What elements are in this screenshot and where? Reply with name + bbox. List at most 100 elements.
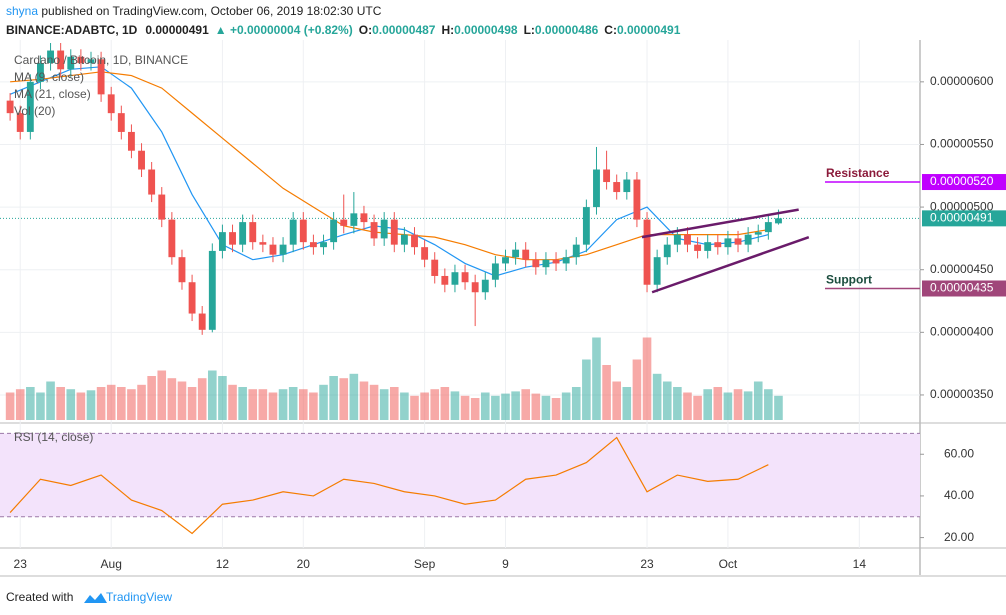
volume-bar	[703, 389, 712, 420]
price-tag-label: 0.00000520	[930, 174, 994, 188]
candle-body	[663, 244, 671, 258]
candle-body	[451, 272, 459, 285]
price-tag-label: 0.00000435	[930, 281, 994, 295]
candle-body	[461, 272, 469, 283]
candle-body	[269, 244, 277, 255]
volume-bar	[612, 381, 621, 420]
candle-body	[229, 232, 236, 245]
volume-bar	[723, 392, 733, 420]
volume-bar	[501, 393, 510, 420]
volume-bar	[117, 387, 126, 420]
ohlc-label: O:	[359, 23, 372, 37]
y-tick-label: 0.00000550	[930, 137, 994, 151]
price-tag	[922, 210, 1006, 227]
candle-body	[6, 100, 14, 114]
level-label: Support	[826, 273, 872, 287]
volume-bar	[268, 392, 278, 420]
y-tick-label: 0.00000350	[930, 387, 994, 401]
ohlc-label: H:	[441, 23, 454, 37]
candle-body	[572, 244, 580, 258]
candle-body	[512, 249, 520, 258]
volume-bar	[319, 384, 328, 420]
volume-bar	[774, 395, 783, 420]
logo	[84, 593, 107, 603]
volume-bar	[673, 387, 682, 420]
volume-bar	[56, 387, 65, 420]
candle-body	[107, 94, 115, 114]
rsi-line	[9, 436, 769, 535]
volume-bar	[137, 384, 146, 420]
volume-bar	[693, 395, 702, 420]
change: ▲ +0.00000004 (+0.82%)	[215, 23, 353, 37]
volume-bar	[551, 398, 561, 420]
legend-entry: Vol (20)	[14, 104, 55, 118]
volume-bar	[208, 370, 217, 420]
volume-bar	[460, 395, 470, 420]
volume-bar	[592, 337, 601, 420]
volume-bar	[218, 376, 227, 420]
volume-bar	[753, 381, 763, 420]
candle-body	[704, 242, 712, 251]
candle-body	[522, 249, 530, 260]
volume-bar	[127, 389, 136, 420]
volume-bar	[622, 387, 632, 420]
candle-body	[714, 242, 722, 248]
symbol-line: BINANCE:ADABTC, 1D 0.00000491 ▲ +0.0000000…	[6, 23, 681, 37]
candle-body	[350, 213, 358, 226]
volume-bar	[76, 392, 86, 420]
candle-body	[684, 234, 691, 245]
candle-body	[370, 222, 378, 239]
rsi-tick-label: 40.00	[944, 488, 974, 502]
volume-bar	[339, 378, 349, 420]
volume-bar	[420, 392, 429, 420]
volume-bar	[106, 384, 116, 420]
volume-bar	[197, 378, 207, 420]
volume-bar	[147, 376, 156, 420]
candle-body	[643, 219, 651, 285]
candle-body	[694, 244, 702, 251]
volume-bar	[309, 392, 318, 420]
candle-body	[734, 238, 742, 245]
level-label: Resistance	[826, 166, 890, 180]
footer-brand: TradingView	[106, 590, 172, 604]
volume-bar	[46, 381, 55, 420]
y-tick-label: 0.00000500	[930, 199, 994, 213]
y-tick-label: 0.00000400	[930, 324, 994, 338]
volume-bar	[450, 391, 460, 420]
legend-entry: MA (9, close)	[14, 70, 84, 84]
volume-bar	[440, 387, 450, 420]
candle-body	[37, 63, 44, 82]
x-tick-label: 9	[502, 557, 509, 571]
candle-body	[653, 257, 661, 285]
candle-body	[593, 169, 600, 208]
candle-body	[744, 234, 752, 245]
published-line: shyna published on TradingView.com, Octo…	[6, 4, 382, 18]
volume-bar	[602, 365, 611, 420]
candle-body	[673, 234, 681, 245]
candle-body	[158, 194, 166, 220]
chart-title: Cardano / Bitcoin, 1D, BINANCE	[14, 53, 188, 67]
price-tag	[922, 174, 1006, 191]
volume-bar	[582, 359, 591, 420]
volume-bar	[379, 389, 389, 420]
volume-bar	[561, 392, 571, 420]
candle-body	[400, 234, 408, 245]
ohlc-value: 0.00000487	[372, 23, 436, 37]
volume-bar	[571, 387, 581, 420]
candle-body	[775, 218, 782, 224]
candle-body	[754, 232, 762, 235]
volume-bar	[480, 392, 490, 420]
candle-body	[502, 257, 509, 264]
candle-body	[552, 259, 560, 264]
volume-bar	[228, 384, 237, 420]
volume-bar	[733, 389, 743, 420]
candle-body	[77, 56, 85, 64]
author: shyna	[6, 4, 38, 18]
volume-bar	[157, 370, 167, 420]
y-tick-label: 0.00000450	[930, 262, 994, 276]
volume-bar	[683, 392, 692, 420]
volume-bar	[248, 389, 258, 420]
x-tick-label: 23	[14, 557, 28, 571]
volume-bar	[66, 389, 76, 420]
